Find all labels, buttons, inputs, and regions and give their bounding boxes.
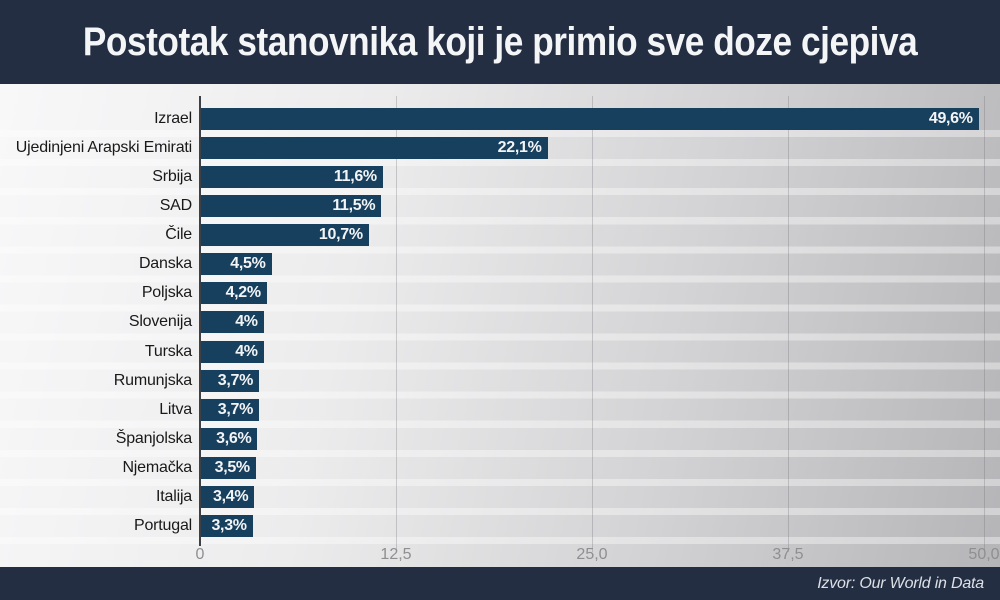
bar: 11,5% <box>201 195 382 218</box>
bar-value-label: 3,7% <box>217 371 254 389</box>
bar: 10,7% <box>201 224 369 247</box>
country-label: SAD <box>159 197 193 215</box>
bar: 4% <box>201 340 264 363</box>
bar: 4,5% <box>201 253 272 276</box>
x-axis-tick-label: 50,0 <box>968 546 1000 563</box>
bar-value-label: 4,2% <box>225 284 262 302</box>
bar: 3,4% <box>201 485 255 508</box>
bar-value-label: 10,7% <box>318 226 363 244</box>
bar: 11,6% <box>201 166 383 189</box>
bar-value-label: 3,6% <box>216 429 252 447</box>
bar-value-label: 4% <box>235 342 258 360</box>
x-axis-tick-label: 25,0 <box>576 546 608 563</box>
bar-value-label: 3,7% <box>217 400 254 418</box>
country-label: Turska <box>144 342 192 360</box>
gridline <box>984 96 985 552</box>
page-title: Postotak stanovnika koji je primio sve d… <box>82 19 918 64</box>
source-label: Izvor: Our World in Data <box>817 574 984 592</box>
country-label: Izrael <box>154 110 192 127</box>
x-axis-tick-label: 37,5 <box>772 546 804 563</box>
country-label: Italija <box>156 487 192 505</box>
bar-value-label: 49,6% <box>928 110 973 127</box>
bar-value-label: 3,4% <box>213 487 249 505</box>
country-label: Ujedinjeni Arapski Emirati <box>15 139 192 157</box>
country-label: Čile <box>165 226 192 244</box>
bar-value-label: 22,1% <box>497 139 542 157</box>
source-bar: Izvor: Our World in Data <box>0 567 1000 600</box>
gridline <box>396 96 397 552</box>
country-label: Portugal <box>134 516 192 534</box>
x-axis-tick-label: 12,5 <box>380 546 412 563</box>
bar-value-label: 11,6% <box>333 168 377 186</box>
bar: 3,7% <box>201 398 260 421</box>
chart-area: Izrael 49,6% Ujedinjeni Arapski Emirati 22,… <box>0 84 1000 567</box>
country-label: Španjolska <box>115 429 192 447</box>
country-label: Njemačka <box>122 458 192 476</box>
y-axis-line <box>199 96 201 546</box>
bar: 3,5% <box>201 456 256 479</box>
x-axis-tick-label: 0 <box>195 546 205 563</box>
bar-value-label: 4% <box>235 313 258 331</box>
country-label: Srbija <box>152 168 192 186</box>
gridline <box>592 96 593 552</box>
bar: 4,2% <box>201 282 267 305</box>
bar-value-label: 3,3% <box>211 516 247 534</box>
bar: 49,6% <box>201 108 979 130</box>
country-label: Danska <box>138 255 192 273</box>
bar: 3,3% <box>201 514 253 537</box>
bar: 3,7% <box>201 369 260 392</box>
bar: 3,6% <box>201 427 258 450</box>
country-label: Slovenija <box>128 313 192 331</box>
bar-value-label: 11,5% <box>332 197 376 215</box>
bar-value-label: 3,5% <box>214 458 251 476</box>
country-label: Litva <box>159 400 192 418</box>
country-label: Rumunjska <box>113 371 192 389</box>
title-bar: Postotak stanovnika koji je primio sve d… <box>0 0 1000 84</box>
bar: 4% <box>201 311 264 334</box>
country-label: Poljska <box>141 284 192 302</box>
bar-value-label: 4,5% <box>230 255 266 273</box>
bar: 22,1% <box>201 137 548 160</box>
gridline <box>788 96 789 552</box>
